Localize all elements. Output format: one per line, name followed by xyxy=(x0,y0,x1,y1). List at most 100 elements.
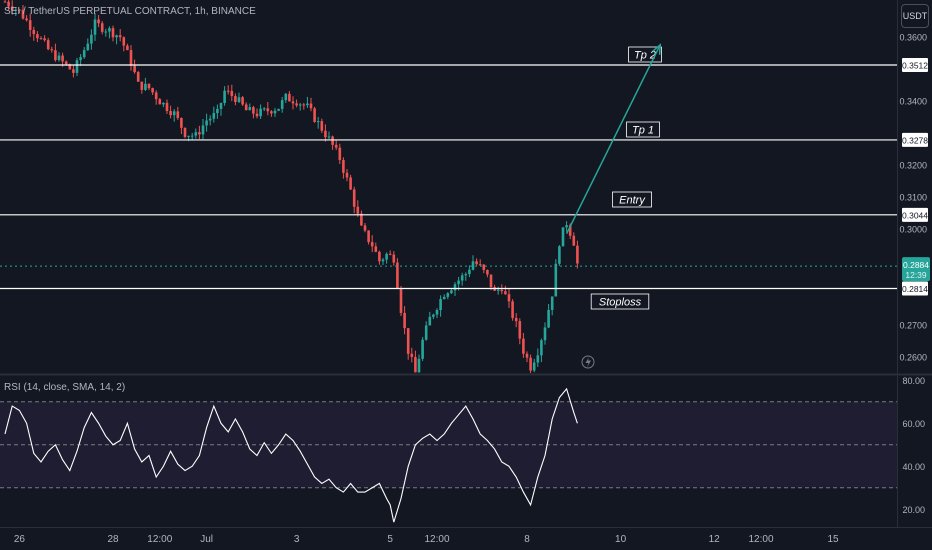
candle-body xyxy=(39,38,43,40)
candle-body xyxy=(169,111,172,116)
candle-body xyxy=(162,102,165,105)
candle xyxy=(399,285,403,316)
candle xyxy=(273,107,277,117)
candle-body xyxy=(460,275,464,281)
candle-body xyxy=(471,261,475,270)
candle xyxy=(244,102,248,111)
candle-body xyxy=(140,81,144,90)
candle xyxy=(190,132,194,140)
candle-body xyxy=(500,289,504,292)
candle-body xyxy=(68,64,72,70)
candle xyxy=(518,318,522,345)
candle xyxy=(180,117,183,135)
candle xyxy=(154,90,158,105)
candle-body xyxy=(90,34,93,44)
candle xyxy=(7,0,10,11)
projection-arrow-head xyxy=(652,43,662,55)
candle xyxy=(147,83,151,91)
candle-body xyxy=(568,225,572,236)
candle-body xyxy=(136,72,140,82)
candle-body xyxy=(100,23,104,32)
candle xyxy=(129,45,133,71)
candle xyxy=(183,127,187,139)
candle-body xyxy=(288,93,291,102)
candle xyxy=(255,108,259,119)
candle-body xyxy=(259,108,262,117)
candle xyxy=(136,70,140,82)
candle xyxy=(302,102,306,110)
candle xyxy=(464,272,468,281)
candle-body xyxy=(115,35,118,38)
candle xyxy=(176,106,180,120)
candle-body xyxy=(129,50,133,66)
level-price-tag: 0.3278 xyxy=(902,132,928,147)
candle-body xyxy=(334,144,338,148)
candle-body xyxy=(309,103,313,109)
candle-body xyxy=(421,339,424,359)
candle-body xyxy=(118,35,122,38)
candle xyxy=(14,7,18,16)
candle xyxy=(421,337,424,361)
candle-body xyxy=(295,103,298,106)
candle-body xyxy=(406,328,410,354)
candle-body xyxy=(511,301,514,318)
candle-body xyxy=(280,100,284,109)
candle xyxy=(151,87,154,95)
level-name-label: Entry xyxy=(619,195,646,207)
candle-body xyxy=(234,96,237,102)
candle-body xyxy=(547,309,550,328)
candle-body xyxy=(216,108,219,114)
candle xyxy=(86,38,90,52)
candle xyxy=(334,140,338,150)
candle-body xyxy=(486,269,489,275)
level-price-tag-bg xyxy=(902,132,928,147)
candle-body xyxy=(417,358,421,373)
candle-body xyxy=(324,130,327,138)
candle-body xyxy=(298,104,302,106)
candle-body xyxy=(442,296,446,300)
current-price-label: 0.2884 xyxy=(903,260,929,270)
candle-body xyxy=(370,242,374,247)
candle xyxy=(126,43,129,51)
candle xyxy=(554,259,558,297)
candle-body xyxy=(291,101,295,104)
candle xyxy=(576,240,579,269)
candle xyxy=(288,91,291,102)
candle-body xyxy=(14,9,18,11)
candle xyxy=(475,258,478,266)
level-price-tag-bg xyxy=(902,281,928,296)
candle xyxy=(381,257,385,265)
candle xyxy=(3,0,7,3)
candle-body xyxy=(532,362,536,371)
lightning-icon xyxy=(581,355,595,369)
candle-body xyxy=(468,269,471,275)
candle-body xyxy=(64,61,68,65)
candle-body xyxy=(230,90,234,97)
level-name-box: Tp 1 xyxy=(626,121,660,138)
level-name-label: Tp 2 xyxy=(634,50,656,62)
candle xyxy=(54,43,57,62)
candle xyxy=(248,103,252,111)
candle xyxy=(406,328,410,360)
candle xyxy=(230,84,234,102)
price-tick-label: 0.3600 xyxy=(899,32,927,42)
candle xyxy=(115,34,118,45)
level-name-frame xyxy=(612,191,652,208)
candle xyxy=(352,186,356,214)
candle-body xyxy=(180,117,183,128)
candle xyxy=(504,285,507,295)
candle xyxy=(291,96,295,110)
candle xyxy=(316,116,320,129)
candle xyxy=(72,64,75,78)
candle-body xyxy=(75,60,79,73)
candle xyxy=(363,223,367,233)
candle-body xyxy=(514,317,518,322)
currency-selector-button[interactable]: USDT xyxy=(901,4,929,28)
price-tick-label: 0.3000 xyxy=(899,224,927,234)
time-tick-label: 12:00 xyxy=(748,534,773,545)
candle xyxy=(18,9,21,14)
rsi-tick-label: 60.00 xyxy=(902,419,925,429)
candle xyxy=(482,263,486,274)
candle xyxy=(460,272,464,286)
